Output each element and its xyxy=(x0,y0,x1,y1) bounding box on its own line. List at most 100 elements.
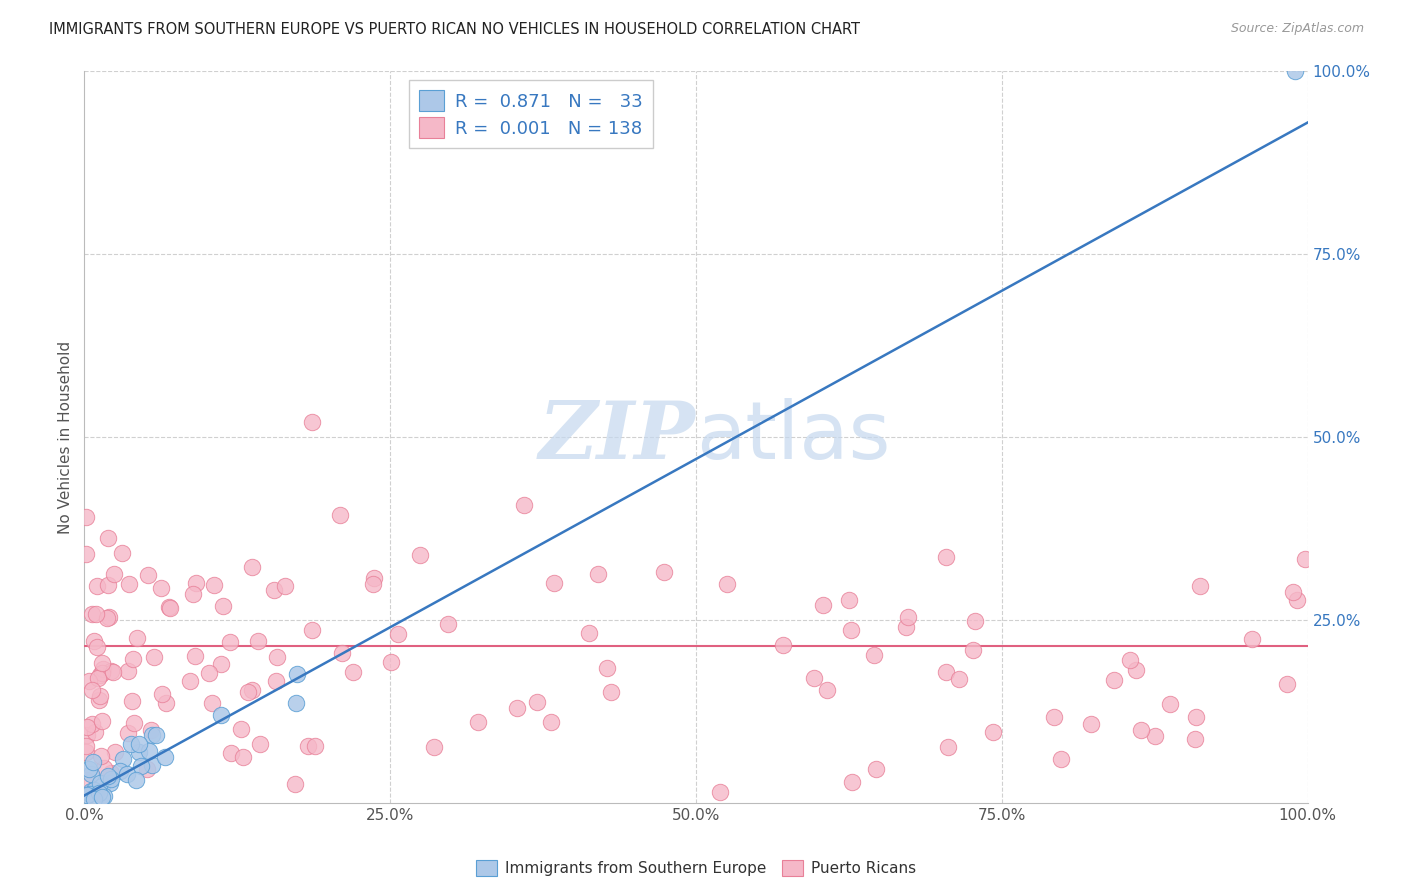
Point xyxy=(297,739,319,754)
Point xyxy=(142,649,165,664)
Point xyxy=(380,655,402,669)
Point xyxy=(304,739,326,753)
Point xyxy=(709,785,731,799)
Point xyxy=(89,668,111,682)
Point xyxy=(211,599,233,614)
Point xyxy=(436,617,458,632)
Point xyxy=(815,683,838,698)
Point xyxy=(179,673,201,688)
Point xyxy=(96,611,118,625)
Point xyxy=(981,725,1004,739)
Point xyxy=(117,725,139,739)
Point xyxy=(865,762,887,776)
Point xyxy=(80,682,103,697)
Point xyxy=(202,578,225,592)
Point xyxy=(122,652,145,666)
Point xyxy=(1130,723,1153,737)
Point xyxy=(120,737,142,751)
Point xyxy=(145,728,167,742)
Point xyxy=(962,643,984,657)
Point xyxy=(863,648,886,662)
Point xyxy=(1240,632,1263,646)
Text: Source: ZipAtlas.com: Source: ZipAtlas.com xyxy=(1230,22,1364,36)
Point xyxy=(184,576,207,591)
Point xyxy=(80,766,103,780)
Point xyxy=(209,657,232,671)
Point xyxy=(86,579,108,593)
Point xyxy=(76,728,98,742)
Point xyxy=(1282,584,1305,599)
Point xyxy=(135,762,157,776)
Point xyxy=(131,758,153,772)
Point xyxy=(141,723,163,737)
Point xyxy=(84,784,107,798)
Point xyxy=(266,673,288,688)
Point xyxy=(117,577,139,591)
Point xyxy=(93,761,115,775)
Point xyxy=(285,667,308,681)
Point xyxy=(219,635,242,649)
Point xyxy=(138,744,160,758)
Point xyxy=(1184,732,1206,747)
Point xyxy=(540,714,562,729)
Point xyxy=(201,696,224,710)
Point xyxy=(1080,717,1102,731)
Point xyxy=(894,620,917,634)
Point xyxy=(79,787,101,801)
Point xyxy=(1102,673,1125,687)
Point xyxy=(79,784,101,798)
Point xyxy=(77,762,100,776)
Point xyxy=(121,694,143,708)
Point xyxy=(83,725,105,739)
Point xyxy=(75,772,97,787)
Point xyxy=(141,728,163,742)
Point xyxy=(98,776,121,790)
Point xyxy=(1184,709,1206,723)
Point xyxy=(91,714,114,728)
Point xyxy=(935,549,957,564)
Point xyxy=(75,548,97,562)
Point xyxy=(117,664,139,678)
Point xyxy=(803,671,825,685)
Point xyxy=(110,764,132,778)
Point xyxy=(98,610,121,624)
Point xyxy=(76,720,98,734)
Point xyxy=(1159,697,1181,711)
Point xyxy=(838,593,860,607)
Point xyxy=(1125,663,1147,677)
Point xyxy=(87,786,110,800)
Point xyxy=(387,627,409,641)
Point xyxy=(301,416,323,430)
Legend: Immigrants from Southern Europe, Puerto Ricans: Immigrants from Southern Europe, Puerto … xyxy=(470,855,922,882)
Point xyxy=(506,700,529,714)
Point xyxy=(90,789,112,804)
Point xyxy=(1275,676,1298,690)
Point xyxy=(157,599,180,614)
Point xyxy=(83,634,105,648)
Point xyxy=(811,599,834,613)
Point xyxy=(209,708,232,723)
Point xyxy=(77,674,100,689)
Point xyxy=(232,749,254,764)
Point xyxy=(150,687,173,701)
Point xyxy=(103,566,125,581)
Point xyxy=(87,693,110,707)
Point xyxy=(115,767,138,781)
Point xyxy=(136,567,159,582)
Point xyxy=(236,684,259,698)
Point xyxy=(772,638,794,652)
Point xyxy=(246,634,269,648)
Point xyxy=(91,662,114,676)
Point xyxy=(342,665,364,680)
Text: ZIP: ZIP xyxy=(538,399,696,475)
Point xyxy=(150,581,173,595)
Point xyxy=(75,745,97,759)
Point xyxy=(90,666,112,681)
Point xyxy=(83,792,105,806)
Point xyxy=(86,640,108,655)
Point xyxy=(82,607,104,621)
Point xyxy=(329,508,352,523)
Point xyxy=(112,752,135,766)
Point xyxy=(1294,552,1316,566)
Point xyxy=(159,601,181,615)
